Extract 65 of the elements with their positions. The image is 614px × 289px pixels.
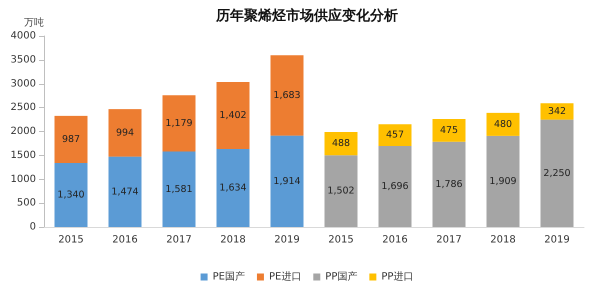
- x-tick-label: 2017: [166, 234, 192, 246]
- x-tick-label: 2019: [274, 234, 300, 246]
- data-label: 457: [386, 130, 404, 141]
- legend-label: PE国产: [212, 270, 245, 282]
- y-tick-label: 500: [16, 198, 36, 209]
- bar: [216, 148, 250, 227]
- bar: [270, 55, 304, 136]
- x-tick-label: 2018: [220, 234, 246, 246]
- bar: [54, 116, 88, 164]
- y-tick-label: 3000: [10, 78, 36, 90]
- bar: [108, 156, 142, 227]
- y-tick-label: 3500: [10, 54, 36, 66]
- bar: [324, 132, 358, 156]
- bar: [378, 146, 412, 227]
- legend-label: PP进口: [381, 270, 414, 282]
- x-tick-label: 2017: [436, 234, 462, 246]
- x-tick-label: 2016: [112, 234, 138, 246]
- data-label: 987: [62, 134, 80, 145]
- legend-label: PP国产: [325, 270, 358, 282]
- y-tick-label: 1500: [10, 150, 36, 161]
- y-tick-label: 2500: [10, 102, 36, 114]
- data-label: 1,683: [273, 90, 301, 101]
- data-label: 1,474: [111, 186, 139, 198]
- data-label: 994: [116, 127, 134, 138]
- bar: [486, 112, 520, 136]
- bar: [270, 136, 304, 227]
- y-axis-title: 万吨: [24, 16, 44, 28]
- bar: [432, 119, 466, 142]
- x-tick-label: 2016: [382, 234, 408, 246]
- data-label: 1,696: [381, 181, 409, 192]
- bar: [540, 103, 574, 120]
- data-label: 2,250: [543, 168, 571, 179]
- bar: [324, 155, 358, 227]
- y-tick-label: 2000: [10, 126, 36, 137]
- data-label: 1,179: [165, 118, 193, 129]
- data-label: 1,502: [327, 186, 355, 197]
- data-label: 1,786: [435, 178, 463, 190]
- data-label: 480: [494, 118, 512, 130]
- data-label: 488: [332, 138, 350, 150]
- data-label: 342: [548, 106, 566, 117]
- legend-label: PE进口: [268, 270, 302, 282]
- chart-title: 历年聚烯烃市场供应变化分析: [215, 7, 398, 24]
- x-tick-label: 2019: [544, 234, 570, 246]
- data-label: 1,909: [489, 176, 517, 187]
- x-tick-label: 2018: [490, 234, 516, 246]
- data-label: 1,634: [219, 182, 247, 194]
- x-tick-label: 2015: [58, 234, 84, 246]
- x-tick-label: 2015: [328, 234, 354, 246]
- bar: [108, 109, 142, 157]
- bar: [378, 124, 412, 146]
- bar: [162, 95, 196, 152]
- bar: [216, 82, 250, 149]
- data-label: 1,581: [165, 184, 193, 195]
- data-label: 475: [440, 124, 458, 136]
- bar: [540, 120, 574, 227]
- data-label: 1,402: [219, 110, 247, 122]
- bar: [432, 142, 466, 227]
- data-label: 1,340: [57, 190, 85, 201]
- bar: [486, 136, 520, 227]
- data-label: 1,914: [273, 176, 301, 187]
- y-tick-label: 1000: [10, 174, 36, 185]
- y-tick-label: 0: [30, 222, 36, 232]
- y-tick-label: 4000: [10, 30, 36, 42]
- bar: [54, 163, 88, 227]
- bar: [162, 152, 196, 227]
